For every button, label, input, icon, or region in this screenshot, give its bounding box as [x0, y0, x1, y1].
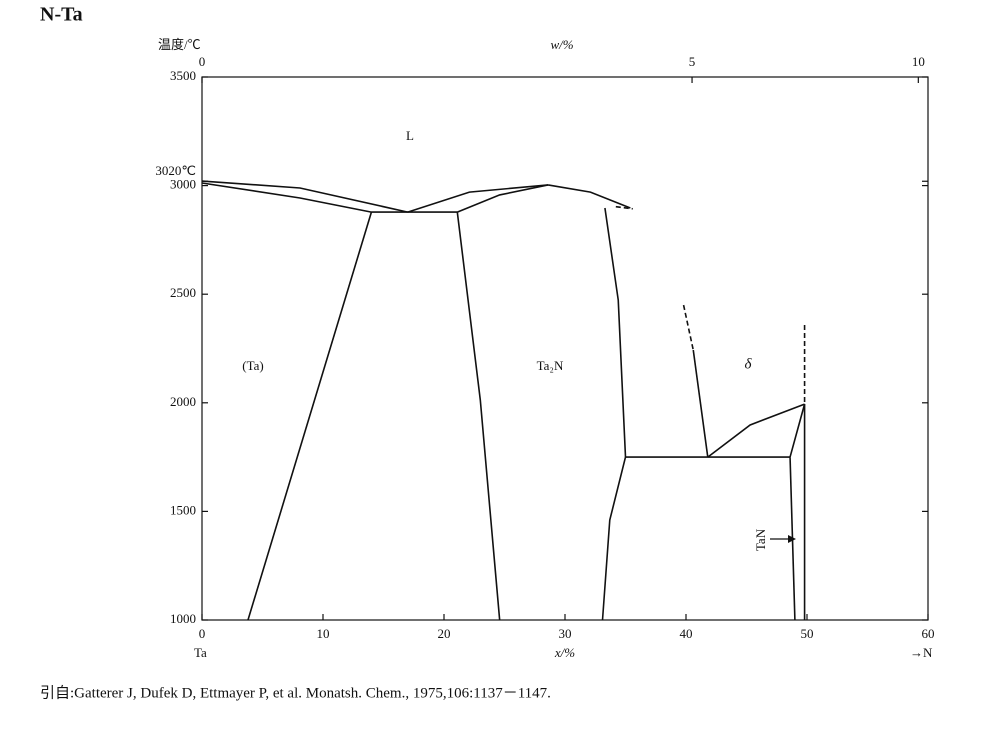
phase-boundary — [604, 207, 627, 458]
x-tick-label: 50 — [801, 626, 814, 641]
source-note: 引自:Gatterer J, Dufek D, Ettmayer P, et a… — [40, 684, 551, 701]
phase-boundary — [247, 211, 373, 621]
phase-boundary — [457, 184, 549, 213]
y-tick-label: 2000 — [170, 394, 196, 409]
phase-boundary — [682, 304, 695, 351]
phase-boundary — [601, 456, 627, 621]
y-tick-label: 3000 — [170, 177, 196, 192]
x-tick-label: 30 — [559, 626, 572, 641]
y-tick-label: 3500 — [170, 68, 196, 83]
region-label: δ — [745, 356, 753, 372]
x2-tick-label: 0 — [199, 54, 206, 69]
x2-tick-label: 10 — [912, 54, 925, 69]
arrow-head — [788, 535, 796, 543]
y-tick-label: 2500 — [170, 285, 196, 300]
x-tick-label: 10 — [317, 626, 330, 641]
phase-boundary — [201, 180, 408, 213]
region-label: Ta₂N — [537, 358, 564, 373]
region-label: TaN — [753, 528, 768, 551]
phase-boundary — [707, 403, 805, 458]
x2-tick-label: 5 — [689, 54, 696, 69]
x-start-label: Ta — [194, 645, 207, 660]
x-axis-title: x/% — [554, 645, 575, 660]
phase-boundary — [407, 184, 549, 213]
phase-boundary — [547, 184, 631, 209]
phase-boundary — [615, 205, 633, 210]
region-label: L — [406, 128, 414, 143]
phase-boundary — [456, 212, 501, 621]
plot-frame — [201, 76, 929, 621]
region-label: (Ta) — [242, 358, 263, 373]
phase-boundary — [692, 349, 709, 458]
x-tick-label: 60 — [922, 626, 935, 641]
chart-title: N-Ta — [40, 4, 83, 26]
x-tick-label: 0 — [199, 626, 206, 641]
phase-boundary — [201, 182, 372, 213]
x-end-label: →N — [910, 645, 933, 660]
x2-axis-title: w/% — [550, 37, 573, 52]
y-tick-label: 1500 — [170, 502, 196, 517]
y-tick-label: 1000 — [170, 611, 196, 626]
y-axis-title: 温度/℃ — [158, 37, 201, 52]
phase-boundary — [789, 403, 806, 458]
x-tick-label: 40 — [680, 626, 693, 641]
y-tick-label: 3020℃ — [155, 163, 196, 178]
x-tick-label: 20 — [438, 626, 451, 641]
